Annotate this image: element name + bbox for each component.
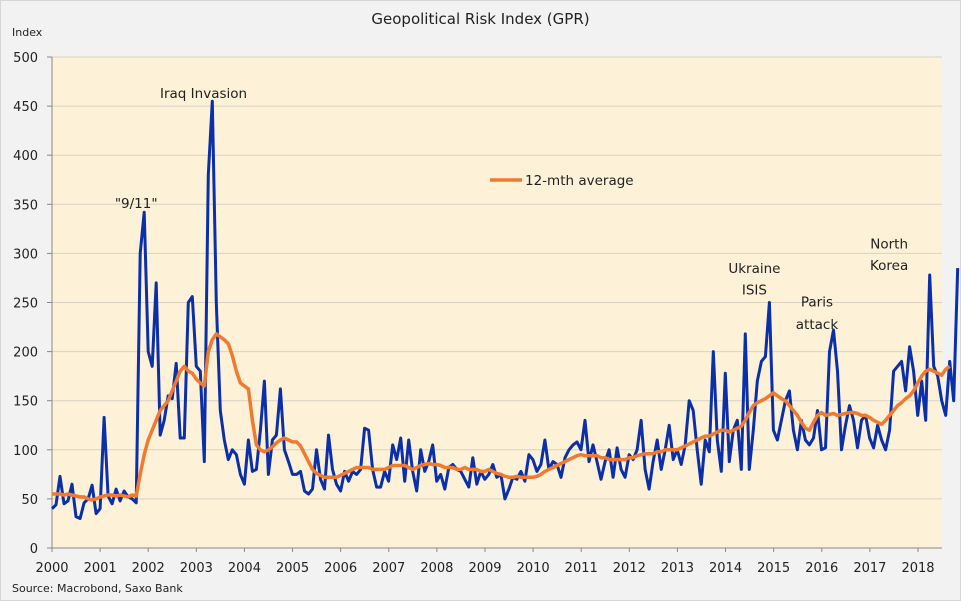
annotation-label: Paris — [801, 294, 833, 310]
x-tick-label: 2009 — [468, 561, 501, 576]
x-tick-label: 2008 — [420, 561, 453, 576]
y-tick-label: 50 — [21, 493, 38, 508]
annotation-label: Ukraine — [728, 261, 780, 277]
x-tick-label: 2013 — [661, 561, 694, 576]
x-tick-label: 2004 — [228, 561, 261, 576]
annotation-label: Iraq Invasion — [160, 86, 247, 102]
x-tick-label: 2014 — [709, 561, 742, 576]
y-tick-label: 100 — [13, 444, 38, 459]
annotation-label: "9/11" — [115, 196, 158, 212]
y-tick-label: 150 — [13, 395, 38, 410]
x-tick-label: 2006 — [324, 561, 357, 576]
y-tick-label: 350 — [13, 198, 38, 213]
x-tick-label: 2007 — [372, 561, 405, 576]
x-tick-label: 2018 — [901, 561, 934, 576]
x-tick-label: 2017 — [853, 561, 886, 576]
annotation-label: North — [870, 236, 908, 252]
x-tick-label: 2002 — [132, 561, 165, 576]
x-tick-label: 2000 — [35, 561, 68, 576]
gpr-series-line — [50, 99, 960, 520]
annotation-label: ISIS — [742, 283, 767, 299]
source-note: Source: Macrobond, Saxo Bank — [12, 582, 183, 595]
y-tick-label: 400 — [13, 149, 38, 164]
x-tick-label: 2010 — [517, 561, 550, 576]
x-tick-label: 2005 — [276, 561, 309, 576]
x-tick-label: 2012 — [613, 561, 646, 576]
x-tick-label: 2015 — [757, 561, 790, 576]
chart-title: Geopolitical Risk Index (GPR) — [371, 10, 590, 28]
x-tick-label: 2016 — [805, 561, 838, 576]
y-tick-label: 450 — [13, 100, 38, 115]
legend-label-avg: 12-mth average — [525, 173, 634, 189]
y-tick-label: 0 — [30, 542, 38, 557]
y-tick-label: 250 — [13, 297, 38, 312]
annotation-label: Korea — [870, 258, 908, 274]
y-tick-label: 300 — [13, 247, 38, 262]
x-tick-label: 2003 — [180, 561, 213, 576]
x-tick-label: 2011 — [565, 561, 598, 576]
x-tick-label: 2001 — [84, 561, 117, 576]
annotation-label: attack — [796, 317, 839, 333]
y-tick-label: 500 — [13, 51, 38, 66]
y-axis-label: Index — [12, 26, 43, 39]
avg-series-line — [52, 332, 951, 502]
y-tick-label: 200 — [13, 346, 38, 361]
